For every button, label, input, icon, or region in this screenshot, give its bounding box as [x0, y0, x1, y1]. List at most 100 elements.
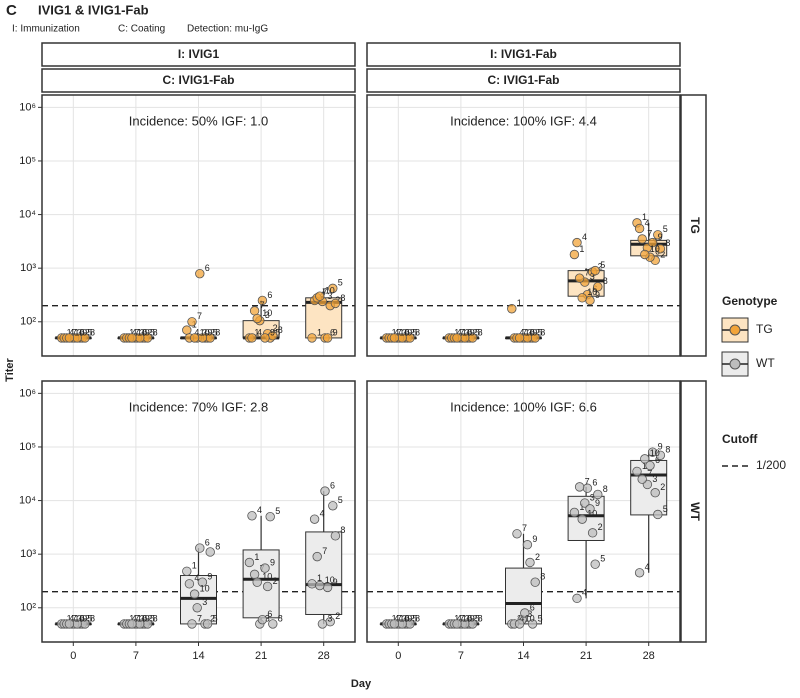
point-label: 3 — [652, 474, 657, 484]
point-label: 7 — [322, 546, 327, 556]
point-label: 1 — [392, 613, 397, 623]
data-point — [187, 619, 197, 629]
data-point — [247, 333, 257, 343]
x-tick-label: 21 — [580, 650, 592, 662]
point-label: 9 — [658, 232, 663, 242]
point-label: 4 — [457, 613, 462, 623]
point-label: 2 — [147, 327, 152, 337]
data-point — [202, 619, 213, 629]
data-point — [647, 237, 658, 248]
point-label: 6 — [467, 327, 472, 337]
y-tick-label: 10⁶ — [19, 387, 36, 399]
panel-annotation: Incidence: 100% IGF: 4.4 — [450, 113, 597, 128]
point-label: 10 — [525, 327, 535, 337]
data-point — [389, 619, 400, 629]
point-label: 2 — [410, 613, 415, 623]
data-point — [64, 619, 75, 629]
point-label: 2 — [598, 522, 603, 532]
point-label: 6 — [267, 609, 272, 619]
strip-label: C: IVIG1-Fab — [487, 73, 559, 87]
panel-annotation: Incidence: 70% IGF: 2.8 — [129, 399, 268, 414]
point-label: 4 — [194, 327, 199, 337]
point-label: 6 — [330, 327, 335, 337]
point-label: 9 — [145, 613, 150, 623]
data-point — [507, 304, 517, 314]
data-point — [195, 543, 205, 553]
y-tick-label: 10² — [20, 316, 36, 328]
point-label: 7 — [397, 327, 402, 337]
note: C: Coating — [118, 24, 165, 35]
point-label: 1 — [392, 327, 397, 337]
point-label: 3 — [465, 613, 470, 623]
point-label: 5 — [275, 506, 280, 516]
point-label: 8 — [665, 238, 670, 248]
point-label: 1 — [317, 573, 322, 583]
point-label: 10 — [462, 613, 472, 623]
point-label: 9 — [595, 290, 600, 300]
point-label: 10 — [399, 327, 409, 337]
point-label: 8 — [215, 541, 220, 551]
point-label: 5 — [150, 613, 155, 623]
panel-tag: C — [6, 2, 17, 19]
point-label: 1 — [517, 298, 522, 308]
data-point — [577, 293, 587, 303]
point-label: 7 — [197, 613, 202, 623]
point-label: 10 — [650, 244, 660, 254]
point-label: 3 — [202, 597, 207, 607]
data-point — [315, 580, 325, 591]
point-label: 1 — [129, 327, 134, 337]
strip — [680, 380, 707, 643]
y-tick-label: 10⁴ — [19, 208, 36, 220]
point-label: 6 — [467, 613, 472, 623]
data-point — [260, 563, 270, 573]
data-point — [640, 249, 650, 260]
data-point — [189, 589, 200, 599]
point-label: 10 — [325, 575, 335, 585]
data-point — [247, 511, 257, 521]
y-tick-label: 10² — [20, 602, 36, 614]
data-point — [637, 234, 647, 244]
data-point — [312, 551, 322, 562]
point-label: 1 — [579, 502, 584, 512]
point-label: 7 — [134, 613, 139, 623]
legend-label: 1/200 — [756, 458, 786, 472]
point-label: 8 — [153, 327, 158, 337]
note: I: Immunization — [12, 24, 80, 35]
point-label: 5 — [475, 327, 480, 337]
legend-title: Cutoff — [722, 432, 758, 446]
data-point — [527, 619, 538, 629]
y-axis-label: Titer — [4, 357, 16, 381]
data-point — [244, 557, 255, 568]
data-point — [650, 488, 660, 498]
point-label: 8 — [340, 525, 345, 535]
point-label: 10 — [587, 287, 597, 297]
data-point — [182, 325, 192, 335]
data-point — [262, 581, 273, 592]
point-label: 4 — [519, 327, 524, 337]
point-label: 3 — [402, 327, 407, 337]
point-label: 9 — [333, 327, 338, 337]
data-point — [192, 603, 202, 613]
point-label: 6 — [205, 537, 210, 547]
data-point — [530, 577, 540, 587]
point-label: 5 — [600, 554, 605, 564]
x-tick-label: 0 — [70, 650, 76, 662]
data-point — [265, 512, 275, 522]
point-label: 4 — [69, 327, 74, 337]
point-label: 5 — [475, 613, 480, 623]
data-point — [330, 298, 341, 309]
data-point — [184, 579, 195, 589]
point-label: 5 — [663, 504, 668, 514]
panel-border — [366, 94, 681, 357]
point-label: 6 — [267, 290, 272, 300]
point-label: 10 — [74, 327, 84, 337]
data-point — [593, 489, 603, 500]
point-label: 3 — [202, 327, 207, 337]
point-label: 3 — [465, 327, 470, 337]
data-point — [590, 559, 600, 569]
point-label: 5 — [538, 613, 543, 623]
point-label: 10 — [325, 286, 335, 296]
point-label: 7 — [585, 268, 590, 278]
point-label: 9 — [658, 442, 663, 452]
